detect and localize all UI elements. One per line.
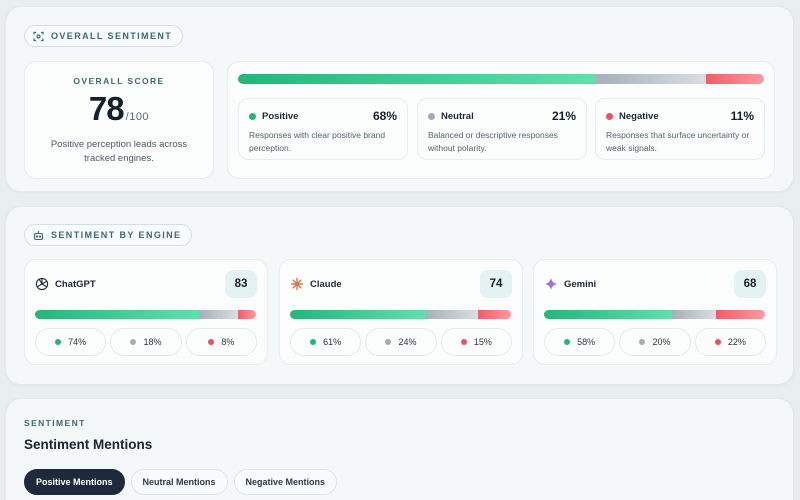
neutral-dot-icon <box>385 339 392 345</box>
negative-stat-description: Responses that surface uncertainty or we… <box>606 130 750 153</box>
negative-pill: 22% <box>694 328 766 356</box>
neutral-segment <box>595 74 707 84</box>
negative-segment <box>238 310 256 319</box>
neutral-pill-value: 20% <box>652 337 671 347</box>
overall-sentiment-chip-label: OVERALL SENTIMENT <box>51 31 173 41</box>
neutral-dot-icon <box>639 339 646 345</box>
neutral-stat-label: Neutral <box>441 110 474 122</box>
engine-name: ChatGPT <box>55 278 96 290</box>
negative-dot-icon <box>208 339 215 345</box>
positive-stat-percent: 68% <box>372 109 397 123</box>
gemini-logo-icon <box>544 277 558 291</box>
engine-sentiment-bar <box>35 310 256 319</box>
negative-stat-percent: 11% <box>730 109 754 123</box>
overall-score-max: /100 <box>125 111 150 123</box>
neutral-dot-icon <box>428 112 435 120</box>
engine-sentiment-bar <box>544 310 765 319</box>
scan-icon <box>33 31 44 42</box>
engine-card-claude: Claude 74 61% 24% 15% <box>279 259 523 365</box>
neutral-dot-icon <box>130 339 137 345</box>
overall-score-number: 78 <box>88 90 125 127</box>
positive-dot-icon <box>55 339 62 345</box>
positive-segment <box>290 310 425 319</box>
positive-stat-label: Positive <box>262 110 299 122</box>
overall-score-card: OVERALL SCORE 78 /100 Positive perceptio… <box>24 61 214 179</box>
neutral-stat-percent: 21% <box>551 109 576 123</box>
overall-sentiment-panel: OVERALL SENTIMENT OVERALL SCORE 78 /100 … <box>5 6 794 192</box>
positive-pill: 58% <box>544 328 616 356</box>
tab-positive-mentions[interactable]: Positive Mentions <box>24 469 125 495</box>
neutral-pill-value: 24% <box>398 337 417 347</box>
positive-dot-icon <box>564 339 571 345</box>
overall-sentiment-chip: OVERALL SENTIMENT <box>24 25 184 47</box>
positive-segment <box>238 74 596 84</box>
negative-pill: 15% <box>440 328 512 356</box>
negative-pill-value: 22% <box>727 337 746 347</box>
engine-sentiment-bar <box>290 310 511 319</box>
positive-segment <box>544 310 673 319</box>
negative-pill-value: 15% <box>473 337 492 347</box>
negative-pill: 8% <box>185 328 257 356</box>
negative-segment <box>716 310 765 319</box>
neutral-segment <box>424 310 478 319</box>
positive-pill-value: 74% <box>68 337 87 347</box>
engine-score-badge: 68 <box>734 270 766 298</box>
neutral-stat-description: Balanced or descriptive responses withou… <box>428 130 558 153</box>
negative-segment <box>706 74 764 84</box>
overall-score-label: OVERALL SCORE <box>73 76 165 86</box>
positive-dot-icon <box>249 112 256 120</box>
engine-card-gemini: Gemini 68 58% 20% 22% <box>533 259 777 365</box>
negative-dot-icon <box>460 339 467 345</box>
positive-pill: 74% <box>35 328 107 356</box>
neutral-stat-card: Neutral 21% Balanced or descriptive resp… <box>417 98 587 160</box>
sentiment-by-engine-chip-label: SENTIMENT BY ENGINE <box>51 230 182 240</box>
claude-logo-icon <box>290 277 304 291</box>
tab-neutral-mentions[interactable]: Neutral Mentions <box>130 469 228 495</box>
sentiment-by-engine-chip: SENTIMENT BY ENGINE <box>24 224 193 246</box>
engine-card-chatgpt: ChatGPT 83 74% 18% 8% <box>24 259 268 365</box>
negative-stat-label: Negative <box>619 110 659 122</box>
mention-tabs: Positive Mentions Neutral Mentions Negat… <box>24 469 338 495</box>
overall-score-value: 78 /100 <box>25 90 213 128</box>
sentiment-by-engine-panel: SENTIMENT BY ENGINE ChatGPT 83 74% 18% 8… <box>5 206 794 385</box>
positive-segment <box>35 310 199 319</box>
sentiment-distribution-bar <box>238 74 764 84</box>
positive-dot-icon <box>310 339 317 345</box>
engine-name: Gemini <box>564 278 597 290</box>
sentiment-mentions-panel: SENTIMENT Sentiment Mentions Positive Me… <box>5 398 794 500</box>
section-label: SENTIMENT <box>24 418 86 428</box>
neutral-pill-value: 18% <box>143 337 162 347</box>
positive-stat-description: Responses with clear positive brand perc… <box>249 130 386 153</box>
neutral-segment <box>198 310 239 319</box>
chatgpt-logo-icon <box>35 277 49 291</box>
overall-score-description: Positive perception leads across tracked… <box>50 139 188 164</box>
positive-pill-value: 58% <box>577 337 596 347</box>
neutral-pill: 18% <box>110 328 182 356</box>
neutral-pill: 20% <box>619 328 691 356</box>
robot-icon <box>33 230 44 241</box>
positive-pill-value: 61% <box>323 337 342 347</box>
sentiment-distribution-card: Positive 68% Responses with clear positi… <box>227 61 775 179</box>
section-title: Sentiment Mentions <box>24 437 153 452</box>
tab-negative-mentions[interactable]: Negative Mentions <box>233 469 338 495</box>
negative-stat-card: Negative 11% Responses that surface unce… <box>595 98 765 160</box>
engine-score-badge: 83 <box>225 270 257 298</box>
negative-segment <box>477 310 511 319</box>
neutral-pill: 24% <box>365 328 437 356</box>
positive-stat-card: Positive 68% Responses with clear positi… <box>238 98 408 160</box>
negative-dot-icon <box>606 112 613 120</box>
positive-pill: 61% <box>290 328 362 356</box>
negative-pill-value: 8% <box>221 337 235 347</box>
engine-score-badge: 74 <box>480 270 512 298</box>
negative-dot-icon <box>714 339 721 345</box>
neutral-segment <box>672 310 717 319</box>
engine-name: Claude <box>310 278 342 290</box>
